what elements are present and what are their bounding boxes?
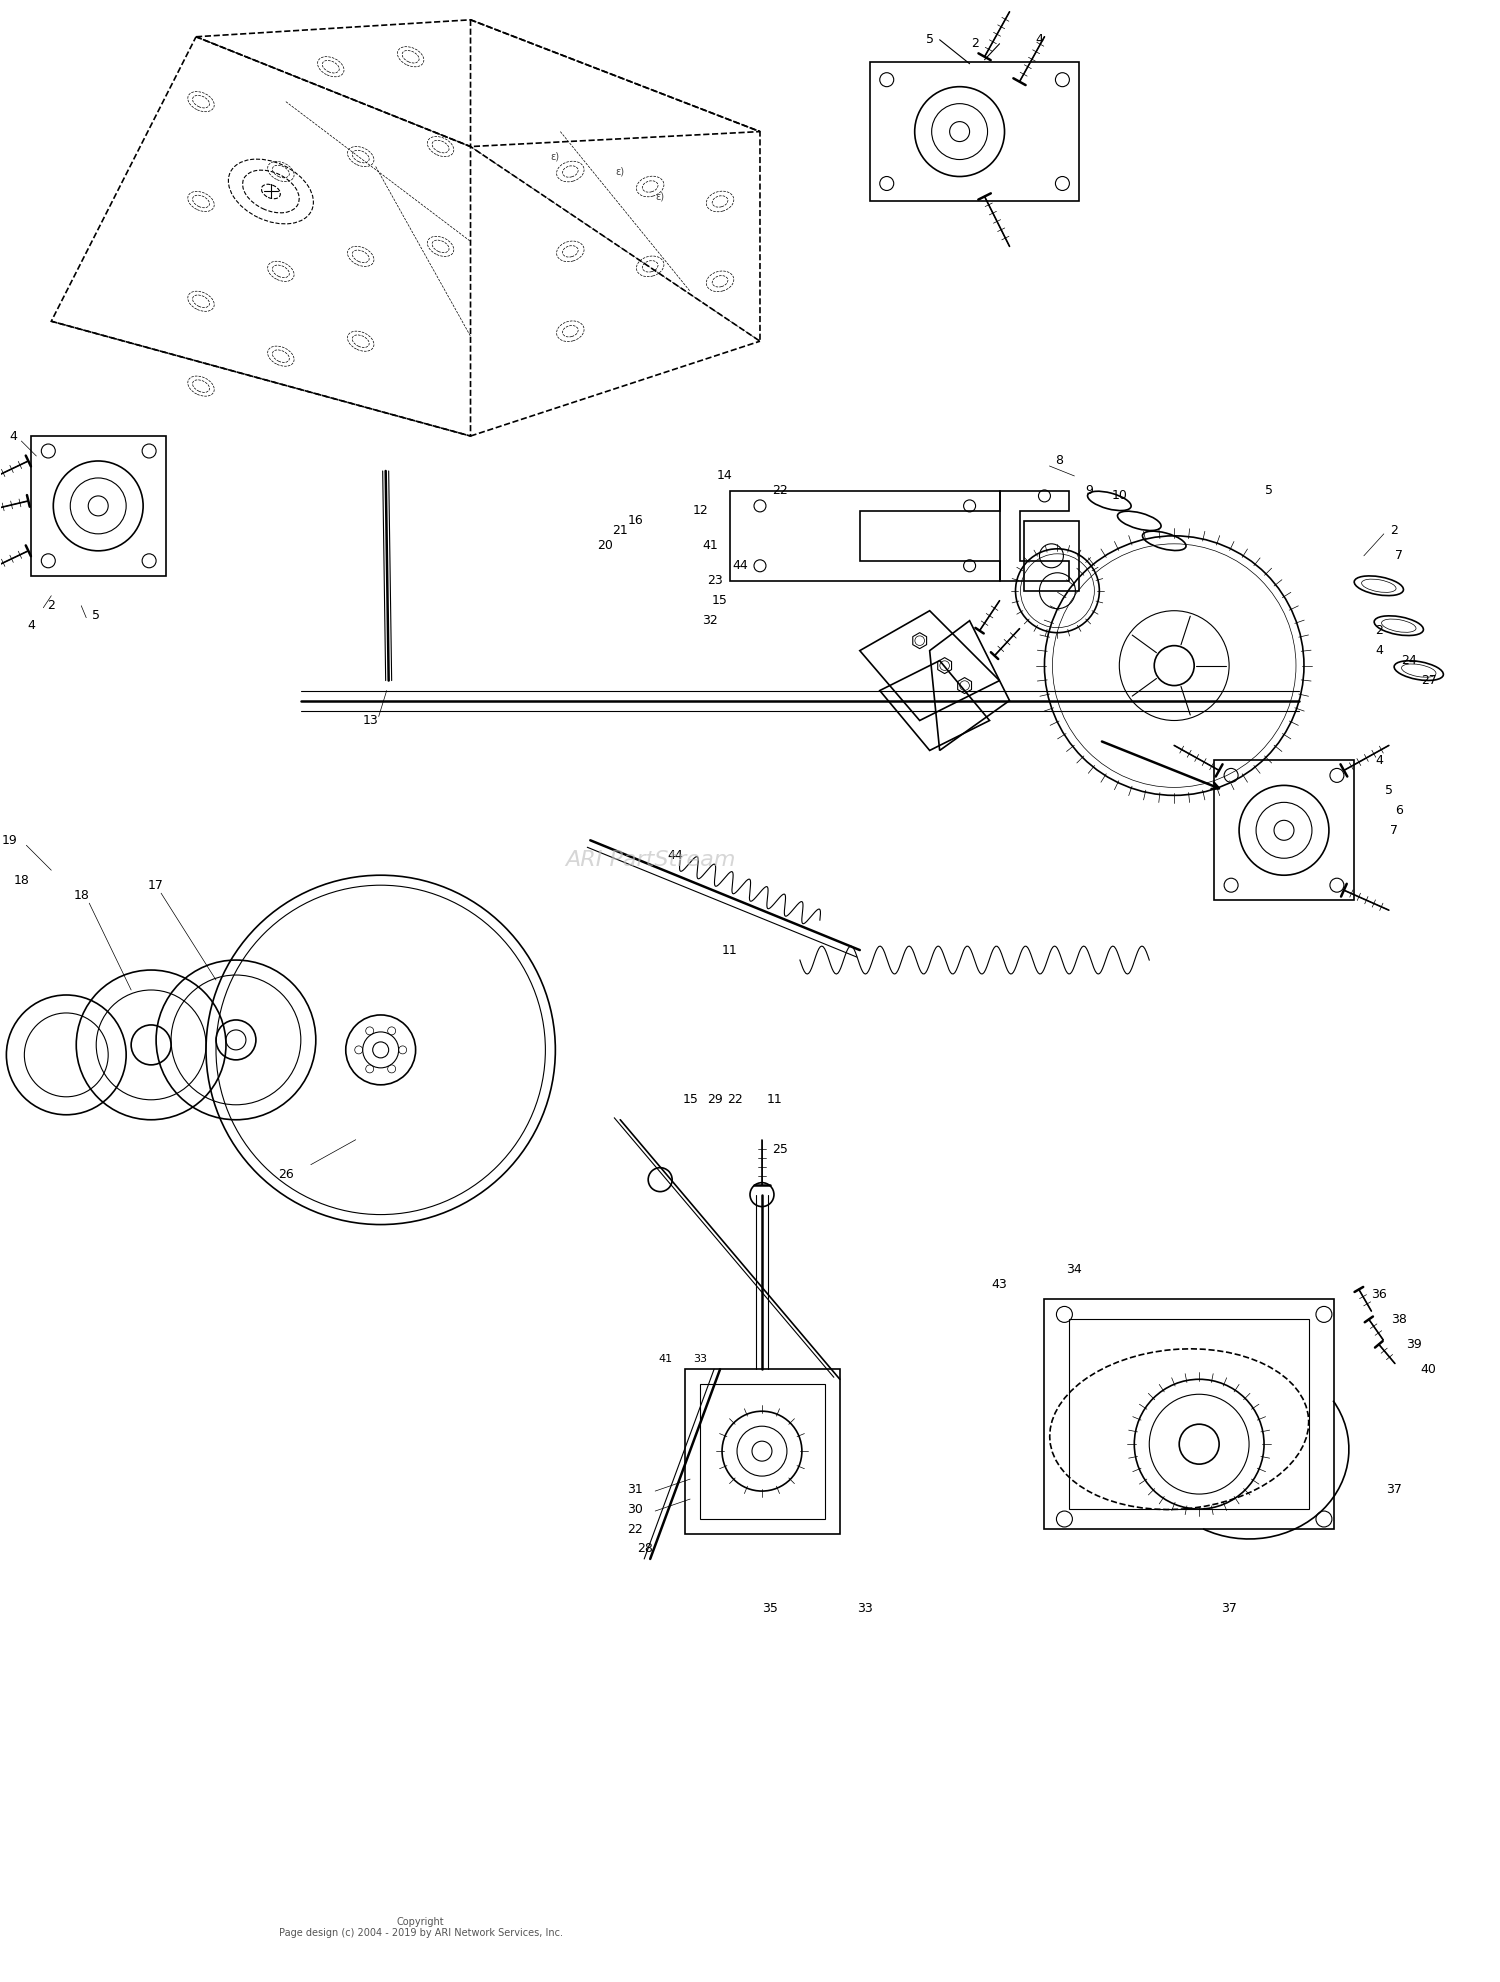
Text: 25: 25	[772, 1144, 788, 1156]
Text: 4: 4	[1376, 644, 1383, 658]
Text: 26: 26	[278, 1167, 294, 1181]
Text: 2: 2	[970, 38, 978, 50]
Text: 8: 8	[1056, 454, 1064, 468]
Text: 2: 2	[1376, 624, 1383, 636]
Text: 29: 29	[706, 1094, 723, 1106]
Text: 33: 33	[856, 1601, 873, 1615]
Text: 10: 10	[1112, 490, 1128, 501]
Text: 5: 5	[1384, 783, 1394, 797]
Text: 7: 7	[1390, 825, 1398, 836]
Text: 2: 2	[1390, 525, 1398, 537]
Text: 4: 4	[1035, 34, 1044, 46]
Text: 16: 16	[627, 515, 644, 527]
Text: 37: 37	[1386, 1483, 1401, 1496]
Text: 11: 11	[766, 1094, 783, 1106]
Text: ε): ε)	[550, 151, 560, 163]
Text: 40: 40	[1420, 1364, 1437, 1376]
Text: 5: 5	[92, 608, 100, 622]
Bar	[1044, 1300, 1334, 1528]
Text: 11: 11	[722, 943, 738, 957]
Text: 17: 17	[148, 878, 164, 892]
Text: 13: 13	[363, 714, 378, 727]
Text: 7: 7	[1395, 549, 1402, 563]
Text: 30: 30	[627, 1502, 644, 1516]
Text: 41: 41	[658, 1354, 672, 1364]
Text: 22: 22	[772, 484, 788, 497]
Text: 41: 41	[702, 539, 718, 553]
Text: 5: 5	[926, 34, 933, 46]
Text: 12: 12	[692, 503, 708, 517]
Text: 18: 18	[74, 888, 88, 902]
Text: 15: 15	[682, 1094, 698, 1106]
Text: 38: 38	[1390, 1312, 1407, 1326]
Text: 32: 32	[702, 614, 718, 626]
Text: 4: 4	[27, 618, 36, 632]
Text: 14: 14	[717, 470, 734, 482]
Text: ARI PartStream: ARI PartStream	[566, 850, 735, 870]
Text: Copyright
Page design (c) 2004 - 2019 by ARI Network Services, Inc.: Copyright Page design (c) 2004 - 2019 by…	[279, 1917, 562, 1938]
Text: 33: 33	[693, 1354, 706, 1364]
Text: 20: 20	[597, 539, 613, 553]
Text: ε): ε)	[615, 166, 626, 176]
Text: 4: 4	[1376, 753, 1383, 767]
Text: ε): ε)	[656, 192, 664, 202]
Text: 35: 35	[762, 1601, 778, 1615]
Text: 23: 23	[706, 575, 723, 587]
Text: 24: 24	[1401, 654, 1416, 668]
Text: 4: 4	[9, 430, 18, 442]
Bar	[700, 1383, 825, 1518]
Text: 21: 21	[612, 525, 628, 537]
Text: 44: 44	[668, 848, 682, 862]
Text: 22: 22	[627, 1522, 644, 1536]
Bar	[686, 1370, 840, 1534]
Text: 9: 9	[1086, 484, 1094, 497]
Text: 19: 19	[2, 834, 16, 846]
Text: 5: 5	[1264, 484, 1274, 497]
Text: 39: 39	[1406, 1338, 1422, 1352]
Text: 36: 36	[1371, 1288, 1386, 1300]
Bar	[1070, 1320, 1310, 1508]
Text: 44: 44	[732, 559, 748, 573]
Text: 22: 22	[728, 1094, 742, 1106]
Text: 43: 43	[992, 1278, 1008, 1290]
Text: 31: 31	[627, 1483, 644, 1496]
Text: 34: 34	[1066, 1263, 1083, 1276]
Text: 28: 28	[638, 1542, 652, 1556]
Text: 15: 15	[712, 595, 728, 606]
Text: 6: 6	[1395, 805, 1402, 817]
Text: 37: 37	[1221, 1601, 1238, 1615]
Text: 2: 2	[48, 599, 56, 612]
Text: 18: 18	[13, 874, 30, 886]
Text: 27: 27	[1420, 674, 1437, 688]
